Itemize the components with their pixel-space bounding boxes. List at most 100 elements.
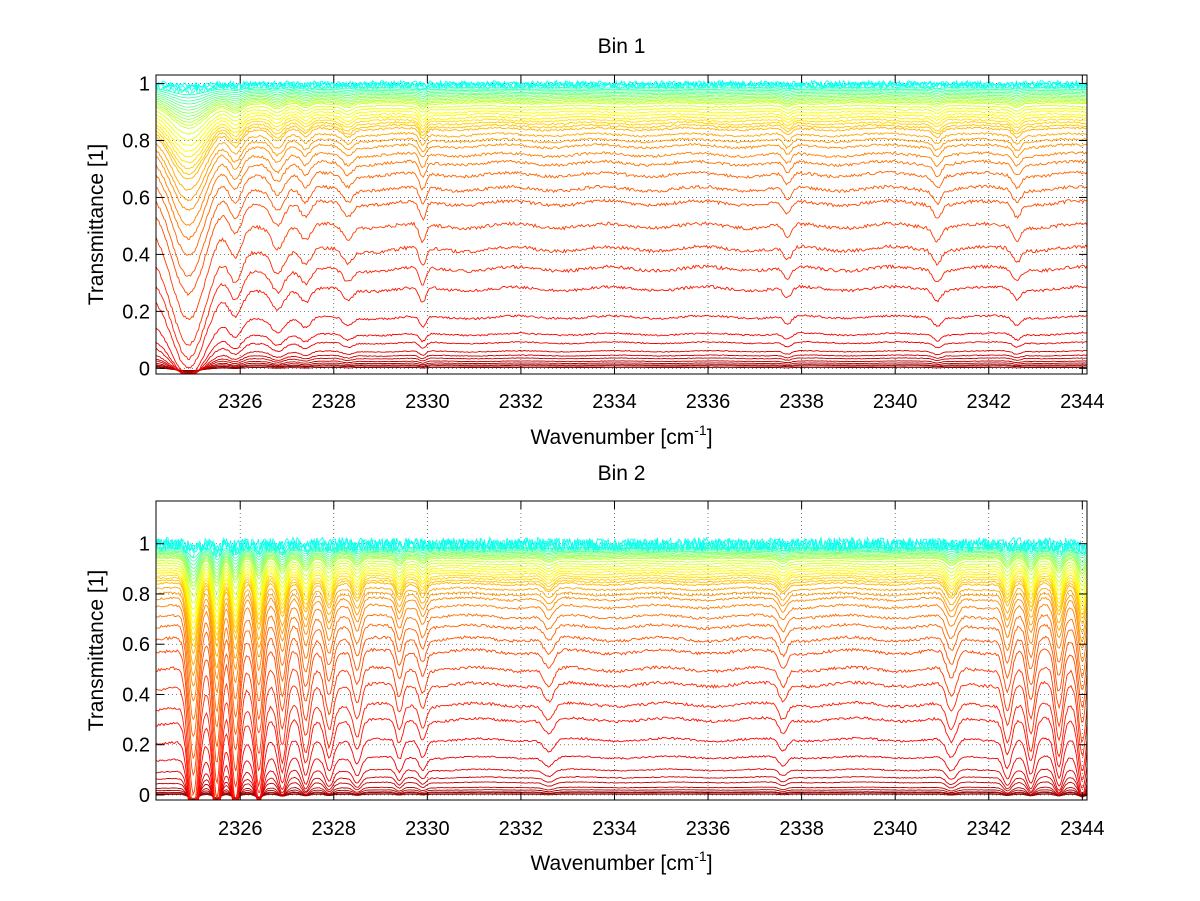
series-line: [156, 586, 1087, 666]
series-line: [156, 556, 1087, 587]
x-tick-label: 2338: [779, 818, 824, 840]
series-line: [156, 789, 1087, 800]
x-axis-label-superscript: -1: [694, 422, 707, 438]
series-line: [156, 142, 1087, 212]
series-line: [156, 754, 1087, 800]
series-line: [156, 564, 1087, 610]
series-line: [156, 93, 1087, 111]
series-line: [156, 349, 1087, 374]
series-line: [156, 120, 1087, 170]
series-line: [156, 635, 1087, 760]
series-line: [156, 221, 1087, 321]
x-tick-label: 2332: [499, 818, 544, 840]
x-tick-label: 2326: [218, 391, 263, 413]
series-line: [156, 576, 1087, 642]
axes-frame: [155, 74, 1088, 375]
series-line: [156, 574, 1087, 636]
x-axis-label-close: ]: [707, 852, 713, 875]
series-line: [156, 715, 1087, 800]
chart-title: Bin 2: [598, 462, 646, 485]
series-line: [156, 366, 1087, 371]
series-group: [156, 79, 1087, 374]
series-line: [156, 569, 1087, 624]
series-line: [156, 622, 1087, 738]
x-tick-label: 2344: [1060, 391, 1105, 413]
series-line: [156, 89, 1087, 102]
x-axis-label-text: Wavenumber [cm: [530, 852, 694, 875]
series-line: [156, 131, 1087, 191]
series-line: [156, 791, 1087, 800]
series-line: [156, 581, 1087, 655]
x-tick-label: 2336: [686, 391, 731, 413]
series-line: [156, 184, 1087, 277]
series-line: [156, 555, 1087, 584]
series-line: [156, 700, 1087, 800]
x-tick-label: 2338: [779, 391, 824, 413]
y-tick-label: 1: [139, 74, 150, 96]
series-line: [156, 365, 1087, 372]
series-line: [156, 137, 1087, 202]
series-line: [156, 340, 1087, 374]
series-line: [156, 110, 1087, 147]
chart-panel-bin-2: 2326 2328 2330 2332 2334 2336 2338 2340 2342 2344…: [85, 462, 1105, 875]
series-line: [156, 535, 1087, 554]
series-line: [156, 559, 1087, 597]
y-axis-label: Transmittance [1]: [85, 144, 108, 305]
x-tick-label: 2330: [405, 818, 450, 840]
x-tick-label: 2330: [405, 391, 450, 413]
series-line: [156, 775, 1087, 800]
series-line: [156, 591, 1087, 677]
series-line: [156, 603, 1087, 702]
series-line: [156, 792, 1087, 800]
series-line: [156, 362, 1087, 373]
series-line: [156, 332, 1087, 374]
plot-area: [156, 75, 1087, 374]
x-tick-label: 2340: [873, 391, 918, 413]
x-tick-label: 2334: [592, 391, 637, 413]
series-line: [156, 357, 1087, 374]
y-tick-label: 0.2: [122, 735, 150, 757]
x-tick-label: 2342: [967, 391, 1012, 413]
series-line: [156, 571, 1087, 630]
series-line: [156, 793, 1087, 799]
x-tick-label: 2328: [312, 391, 357, 413]
series-line: [156, 244, 1087, 346]
series-line: [156, 781, 1087, 800]
x-tick-label: 2340: [873, 818, 918, 840]
y-tick-label: 0.8: [122, 584, 150, 606]
series-line: [156, 551, 1087, 573]
series-line: [156, 665, 1087, 796]
x-tick-label: 2336: [686, 818, 731, 840]
series-line: [156, 115, 1087, 158]
x-axis-label: Wavenumber [cm-1]: [530, 848, 712, 875]
series-line: [156, 126, 1087, 180]
y-tick-label: 0.6: [122, 634, 150, 656]
series-line: [156, 107, 1087, 141]
series-line: [156, 112, 1087, 152]
x-axis-label-superscript: -1: [694, 848, 707, 864]
series-line: [156, 612, 1087, 721]
series-line: [156, 264, 1087, 361]
series-line: [156, 680, 1087, 800]
y-tick-label: 0: [139, 785, 150, 807]
series-line: [156, 123, 1087, 175]
series-line: [156, 95, 1087, 114]
series-line: [156, 101, 1087, 130]
series-line: [156, 595, 1087, 687]
series-line: [156, 354, 1087, 374]
y-tick-label: 0.6: [122, 187, 150, 209]
chart-title: Bin 1: [598, 35, 646, 58]
series-line: [156, 170, 1087, 256]
y-tick-label: 0.4: [122, 244, 150, 266]
x-axis-label-close: ]: [707, 426, 713, 449]
y-tick-label: 1: [139, 534, 150, 556]
series-line: [156, 96, 1087, 117]
series-line: [156, 97, 1087, 120]
x-tick-label: 2344: [1060, 818, 1105, 840]
series-line: [156, 566, 1087, 618]
series-line: [156, 360, 1087, 374]
series-line: [156, 81, 1087, 95]
y-tick-label: 0.4: [122, 684, 150, 706]
series-line: [156, 79, 1087, 90]
